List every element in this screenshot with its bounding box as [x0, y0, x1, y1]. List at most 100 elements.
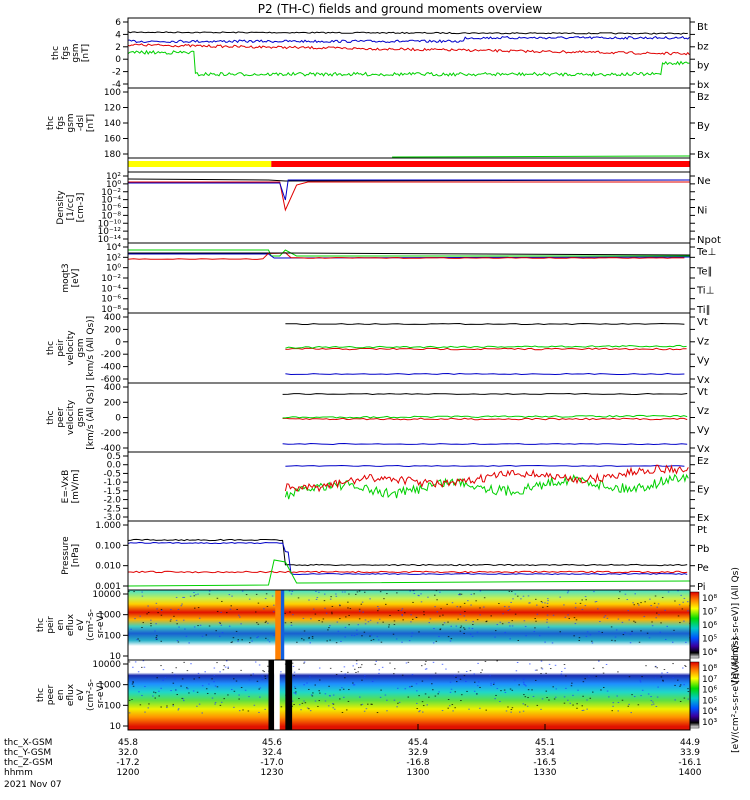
spectrogram-pixel	[192, 690, 195, 692]
spectrogram-pixel	[552, 614, 555, 616]
spectrogram-pixel	[529, 663, 531, 665]
spectrogram-pixel	[180, 605, 183, 607]
spectrogram-pixel	[169, 620, 172, 622]
spectrogram-pixel	[481, 669, 483, 671]
y-axis-label: fgs	[56, 116, 66, 130]
y-axis-label: en	[56, 689, 66, 700]
spectrogram-pixel	[634, 621, 637, 623]
spectrogram-pixel	[328, 627, 330, 629]
y-tick-label: 10⁻⁴	[101, 196, 121, 206]
spectrogram-pixel	[327, 705, 330, 707]
spectrogram-pixel	[456, 606, 459, 608]
spectrogram-pixel	[592, 691, 594, 693]
spectrogram-pixel	[477, 662, 479, 664]
spectrogram-pixel	[380, 641, 383, 643]
y-tick-label: 160	[104, 135, 121, 145]
panel-frame	[127, 520, 691, 591]
spectrogram-pixel	[162, 679, 164, 681]
spectrogram-pixel	[415, 617, 418, 619]
spectrogram-pixel	[128, 712, 131, 714]
spectrogram-pixel	[357, 667, 360, 669]
spectrogram-pixel	[186, 670, 189, 672]
spectrogram-pixel	[308, 637, 310, 639]
y-tick-label: 10⁰	[106, 180, 121, 190]
spectrogram-pixel	[375, 660, 378, 662]
spectrogram-pixel	[598, 660, 600, 662]
spectrogram-pixel	[582, 695, 584, 697]
panel-2: 100 120 140 160 180 thc fgs gsm -dsl [nT] Bz By Bx	[46, 88, 710, 161]
spectrogram-pixel	[493, 682, 495, 684]
spectrogram-pixel	[651, 621, 653, 623]
spectrogram-pixel	[477, 681, 480, 683]
y-axis-label: gsm	[76, 338, 86, 357]
spectrogram-pixel	[567, 614, 569, 616]
spectrogram-pixel	[271, 595, 274, 597]
spectrogram-pixel	[310, 618, 312, 620]
spectrogram-pixel	[536, 704, 539, 706]
spectrogram-pixel	[545, 672, 547, 674]
spectrogram-pixel	[356, 591, 359, 593]
x-tick-label: 1400	[679, 768, 702, 778]
spectrogram-pixel	[329, 598, 332, 600]
spectrogram-pixel	[369, 635, 371, 637]
spectrogram-pixel	[358, 608, 361, 610]
spectrogram-pixel	[156, 635, 158, 637]
y-axis-label: peir	[56, 339, 66, 357]
spectrogram-pixel	[294, 692, 297, 694]
spectrogram-pixel	[643, 616, 646, 618]
spectrogram-pixel	[318, 667, 321, 669]
spectrogram-pixel	[238, 694, 240, 696]
spectrogram-pixel	[524, 684, 526, 686]
y-axis-label: eV	[76, 618, 86, 631]
y-axis-label: eflux	[66, 683, 76, 706]
y-axis-label: gsm	[76, 408, 86, 427]
y-axis-label: thc	[36, 688, 46, 702]
spectrogram-pixel	[172, 705, 174, 707]
spectrogram-pixel	[314, 700, 317, 702]
spectrogram-pixel	[597, 608, 599, 610]
spectrogram-pixel	[381, 666, 384, 668]
spectrogram-pixel	[170, 618, 172, 620]
spectrogram-pixel	[586, 708, 588, 710]
spectrogram-pixel	[339, 618, 341, 620]
spectrogram-pixel	[492, 683, 495, 685]
x-tick-label: -17.0	[260, 758, 284, 768]
spectrogram-pixel	[300, 709, 302, 711]
spectrogram-pixel	[359, 666, 362, 668]
panel-7: 0.50.0-0.5-1.0-1.5-2.0-2.5-3.0 E=-VxB [mV/…	[61, 452, 709, 524]
spectrogram-pixel	[379, 591, 382, 593]
spectrogram-pixel	[182, 619, 185, 621]
spectrogram-pixel	[456, 677, 459, 679]
spectrogram-pixel	[360, 603, 363, 605]
spectrogram-pixel	[523, 678, 525, 680]
spectrogram-pixel	[175, 689, 177, 691]
series-vt	[282, 392, 688, 396]
spectrogram-pixel	[435, 590, 438, 592]
panel-frame	[127, 87, 691, 159]
spectrogram-pixel	[341, 711, 344, 713]
spectrogram-pixel	[404, 688, 407, 690]
spectrogram-pixel	[374, 663, 377, 665]
spectrogram-pixel	[343, 696, 345, 698]
spectrogram-pixel	[464, 610, 466, 612]
spectrogram-pixel	[508, 622, 510, 624]
spectrogram-pixel	[339, 605, 341, 607]
panel-5: 400 200 0 -200 -400 -600 thc peir velocity gsm [km…	[46, 313, 710, 386]
spectrogram-pixel	[205, 634, 208, 636]
spectrogram-pixel	[454, 691, 457, 693]
spectrogram-pixel	[514, 593, 517, 595]
x-tick-label: 1300	[407, 768, 430, 778]
spectrogram-pixel	[460, 700, 462, 702]
spectrogram-pixel	[208, 590, 211, 592]
x-tick-label: -16.1	[678, 758, 701, 768]
y-axis-label: [cm-3]	[76, 193, 86, 223]
spectrogram-pixel	[333, 708, 336, 710]
colorbar-tick-label: 10⁷	[702, 608, 717, 618]
spectrogram-pixel	[239, 616, 241, 618]
spectrogram-pixel	[435, 640, 438, 642]
spectrogram-pixel	[442, 624, 444, 626]
spectrogram-pixel	[295, 691, 297, 693]
spectrogram-pixel	[185, 635, 188, 637]
spectrogram-pixel	[367, 621, 370, 623]
spectrogram-pixel	[160, 614, 163, 616]
